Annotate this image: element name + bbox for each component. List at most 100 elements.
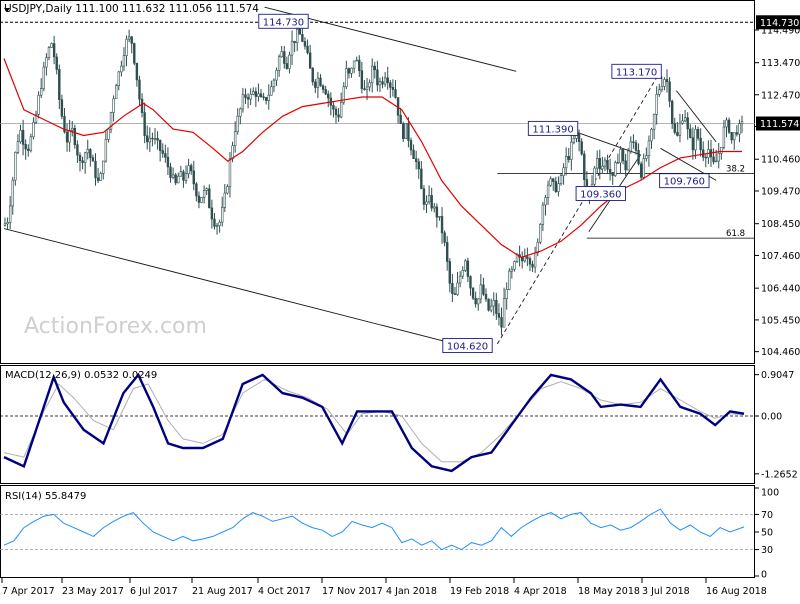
candle-body (158, 139, 162, 151)
candle-body (334, 108, 338, 116)
price-panel-frame (0, 0, 755, 364)
price-callout-label: 104.620 (447, 342, 488, 353)
candle-body (539, 224, 542, 243)
candle-body (595, 158, 599, 169)
candle-body (624, 160, 627, 171)
candle-body (122, 55, 126, 67)
candle-body (564, 155, 568, 169)
candle-body (29, 136, 33, 151)
price-callout-label: 113.170 (616, 67, 657, 78)
candle-body (283, 51, 286, 64)
candle-body (619, 149, 622, 164)
x-tick-label: 4 Jan 2018 (386, 586, 437, 597)
candle-body (223, 192, 227, 208)
candle-body (120, 65, 123, 73)
macd-panel (0, 372, 755, 473)
candle-body (456, 282, 459, 295)
candle-body (606, 159, 609, 170)
candle-body (593, 167, 596, 185)
x-axis: 7 Apr 2017 23 May 2017 6 Jul 2017 21 Aug 20… (1, 578, 767, 597)
candle-body (670, 100, 674, 124)
candle-body (489, 305, 493, 311)
candle-body (461, 269, 464, 277)
candle-body (484, 293, 488, 300)
candle-body (311, 68, 314, 83)
candle-body (505, 289, 508, 299)
candle-body (174, 174, 177, 184)
price-tick-label: 110.460 (761, 155, 800, 166)
candle-body (601, 165, 604, 170)
candle-body (414, 158, 418, 163)
candle-body (39, 88, 43, 96)
candle-body (189, 165, 193, 172)
candle-body (306, 45, 309, 54)
candle-body (378, 81, 382, 86)
price-candles (3, 18, 744, 336)
candle-body (673, 123, 676, 133)
high-price-marker (756, 15, 800, 30)
candle-body (438, 216, 441, 218)
candle-body (314, 81, 317, 88)
candle-body (541, 204, 545, 225)
candle-body (598, 158, 601, 170)
candle-body (510, 268, 514, 272)
candle-body (562, 167, 565, 176)
price-tick-label: 112.470 (761, 90, 800, 101)
candle-body (324, 89, 327, 95)
candle-body (337, 114, 340, 118)
current-price-marker (756, 116, 800, 131)
price-axis-ticks: 114.490113.470112.470111.480110.460109.4… (755, 15, 800, 358)
candle-body (125, 38, 128, 57)
candle-body (446, 242, 449, 262)
price-tick-label: 107.460 (761, 251, 800, 262)
candle-body (526, 256, 529, 259)
candle-body (127, 36, 131, 40)
candle-body (482, 284, 485, 295)
candle-body (409, 140, 413, 151)
candle-body (531, 263, 534, 268)
candle-body (60, 99, 64, 117)
candle-body (83, 152, 87, 163)
candle-body (471, 287, 475, 299)
candle-body (425, 201, 428, 205)
candle-body (177, 175, 180, 184)
candle-body (621, 149, 625, 162)
candle-body (681, 120, 684, 124)
price-tick-label: 113.470 (761, 58, 800, 69)
candle-body (140, 98, 144, 113)
price-callout-label: 109.360 (580, 190, 621, 201)
candle-body (668, 81, 671, 102)
candle-body (303, 41, 307, 47)
x-tick-label: 19 Feb 2018 (450, 586, 509, 597)
candle-body (182, 171, 185, 181)
macd-panel-frame (0, 365, 755, 484)
high-price-label: 114.730 (760, 18, 799, 29)
x-tick-label: 4 Oct 2017 (258, 586, 311, 597)
price-callout-box (659, 173, 710, 189)
candle-body (733, 132, 736, 141)
price-tick-label: 106.440 (761, 284, 800, 295)
candle-body (151, 137, 154, 140)
candle-body (373, 65, 376, 71)
candle-body (342, 86, 345, 103)
candle-body (321, 85, 325, 90)
candle-body (639, 163, 643, 178)
candle-body (453, 293, 457, 295)
x-tick-label: 7 Apr 2017 (2, 586, 55, 597)
candle-body (345, 68, 348, 88)
x-tick-label: 23 May 2017 (62, 586, 124, 597)
candle-body (3, 223, 7, 226)
price-callout-box (575, 186, 626, 201)
candle-body (464, 260, 467, 271)
candle-body (290, 40, 294, 56)
candle-body (383, 77, 387, 85)
candle-body (735, 132, 739, 135)
candle-body (55, 56, 58, 70)
rsi-panel-frame (0, 485, 755, 578)
candle-body (89, 149, 92, 158)
candle-body (37, 94, 40, 115)
candle-body (161, 150, 164, 154)
candle-body (65, 131, 69, 143)
candle-body (280, 51, 283, 58)
